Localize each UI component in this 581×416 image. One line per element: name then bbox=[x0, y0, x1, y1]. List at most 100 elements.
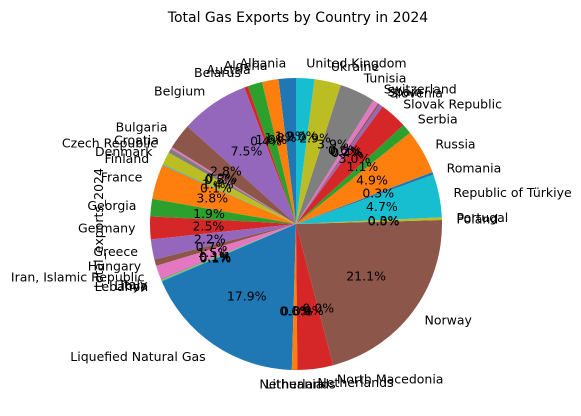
slice-category-label: Hungary bbox=[88, 259, 142, 274]
slice-category-label: Switzerland bbox=[384, 82, 457, 97]
slice-percent-label: 0.6% bbox=[328, 143, 360, 158]
slice-percent-label: 0.0% bbox=[368, 214, 400, 229]
pie-slice bbox=[162, 152, 296, 224]
slice-category-label: Ukraine bbox=[331, 59, 380, 74]
slice-percent-label: 3.9% bbox=[292, 303, 324, 318]
pie-slice bbox=[296, 174, 442, 224]
slice-category-label: Spain bbox=[387, 84, 422, 99]
pie-slice bbox=[296, 104, 383, 224]
slice-percent-label: 1.9% bbox=[275, 129, 307, 144]
slice-category-label: Belgium bbox=[154, 84, 205, 99]
slice-category-label: Denmark bbox=[95, 144, 153, 159]
pie-slice bbox=[154, 224, 296, 266]
pie-slice bbox=[152, 165, 296, 224]
slice-percent-label: 0.1% bbox=[200, 181, 232, 196]
slice-percent-label: 3.8% bbox=[196, 191, 228, 206]
pie-slice bbox=[296, 220, 443, 366]
chart-title: Total Gas Exports by Country in 2024 bbox=[167, 10, 429, 26]
slice-category-label: Serbia bbox=[418, 111, 458, 126]
pie-slice bbox=[150, 216, 296, 240]
slice-category-label: Tunisia bbox=[363, 70, 407, 85]
slice-percent-label: 4.7% bbox=[366, 199, 398, 214]
slice-category-label: Slovenia bbox=[390, 86, 443, 101]
slice-percent-label: 0.2% bbox=[330, 144, 362, 159]
slice-category-label: Austria bbox=[207, 62, 251, 77]
pie-slice bbox=[296, 78, 315, 224]
slice-percent-label: 0.2% bbox=[205, 170, 237, 185]
slice-percent-label: 0.4% bbox=[331, 145, 363, 160]
pie-slice bbox=[296, 79, 341, 225]
slice-category-label: Romania bbox=[447, 160, 502, 175]
slice-percent-label: 1.1% bbox=[347, 159, 379, 174]
pie-slice bbox=[150, 224, 296, 260]
pie-slice bbox=[291, 224, 298, 370]
pie-slice bbox=[262, 79, 296, 224]
pie-slice bbox=[170, 147, 296, 224]
slice-category-label: Iran, Islamic Republic bbox=[11, 269, 145, 284]
pie-slices bbox=[150, 78, 443, 370]
pie-slice bbox=[150, 198, 296, 224]
pie-slice bbox=[296, 172, 434, 224]
slice-category-label: Czech Republic bbox=[62, 135, 157, 150]
pie-slice bbox=[296, 217, 442, 224]
slice-category-label: Portugal bbox=[457, 210, 509, 225]
slice-category-label: Liquefied Natural Gas bbox=[70, 349, 205, 364]
pie-slice bbox=[156, 224, 296, 279]
pie-slice bbox=[161, 224, 296, 370]
slice-category-label: United Kingdom bbox=[306, 56, 406, 71]
pie-slice bbox=[171, 126, 296, 224]
slice-percent-label: 0.3% bbox=[362, 186, 394, 201]
pie-slice bbox=[296, 224, 334, 370]
slice-category-label: Albania bbox=[240, 56, 287, 71]
slice-category-label: Croatia bbox=[114, 132, 159, 147]
slice-category-label: Slovak Republic bbox=[403, 96, 502, 111]
slice-percent-label: 7.5% bbox=[231, 144, 263, 159]
slice-percent-label: 0.4% bbox=[250, 134, 282, 149]
slice-category-label: Finland bbox=[105, 151, 150, 166]
slice-category-label: Georgia bbox=[87, 198, 136, 213]
slice-percent-label: 0.3% bbox=[368, 213, 400, 228]
slice-category-label: North Macedonia bbox=[337, 371, 444, 386]
slice-percent-label: 1.8% bbox=[265, 130, 297, 145]
slice-category-label: France bbox=[101, 170, 143, 185]
slice-category-label: Germany bbox=[78, 220, 136, 235]
slice-percent-label: 1.9% bbox=[193, 206, 225, 221]
pie-slice bbox=[296, 106, 404, 224]
pie-slice bbox=[296, 103, 380, 224]
slice-percent-label: 0.1% bbox=[199, 249, 231, 264]
slice-percent-label: 0.6% bbox=[279, 304, 311, 319]
slice-percent-label: 0.1% bbox=[199, 250, 231, 265]
pie-slice bbox=[296, 125, 410, 224]
pie-slice bbox=[247, 82, 296, 225]
y-axis-label: total_exports_2024 bbox=[91, 168, 106, 288]
slice-percent-label: 0.0% bbox=[281, 304, 313, 319]
slice-category-label: Libya bbox=[114, 278, 147, 293]
slice-percent-label: 2.2% bbox=[194, 231, 226, 246]
slice-percent-label: 4.9% bbox=[356, 173, 388, 188]
slice-percent-label: 1.5% bbox=[198, 245, 230, 260]
slice-percent-label: 2.8% bbox=[210, 164, 242, 179]
percent-labels: 1.9%1.8%1.6%0.4%7.5%2.8%0.2%0.5%1.4%0.1%… bbox=[193, 129, 400, 319]
pie-slice bbox=[244, 86, 296, 224]
pie-slice bbox=[296, 132, 433, 224]
slice-percent-label: 0.7% bbox=[196, 239, 228, 254]
pie-slice bbox=[278, 78, 296, 224]
pie-slice bbox=[296, 100, 379, 224]
slice-percent-label: 0.1% bbox=[200, 250, 232, 265]
slice-percent-label: 17.9% bbox=[227, 288, 267, 303]
pie-slice bbox=[168, 148, 296, 224]
slice-category-label: Norway bbox=[425, 312, 473, 327]
slice-percent-label: 2.9% bbox=[299, 131, 331, 146]
slice-percent-label: 1.6% bbox=[255, 132, 287, 147]
slice-category-label: Republic of Türkiye bbox=[454, 185, 573, 200]
slice-percent-label: 2.0% bbox=[286, 129, 318, 144]
pie-slice bbox=[187, 87, 296, 224]
slice-category-label: Algeria bbox=[224, 58, 268, 73]
slice-percent-label: 2.5% bbox=[193, 218, 225, 233]
pie-slice bbox=[296, 85, 374, 225]
slice-percent-label: 3.9% bbox=[317, 137, 349, 152]
slice-category-label: Belarus bbox=[194, 65, 241, 80]
slice-category-label: Bulgaria bbox=[116, 120, 168, 135]
